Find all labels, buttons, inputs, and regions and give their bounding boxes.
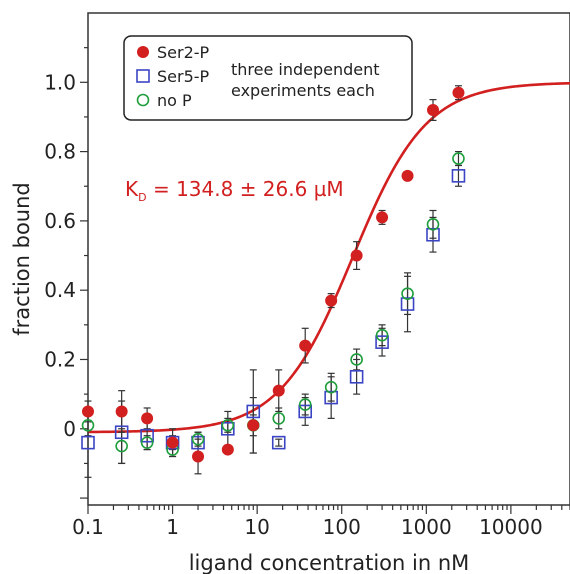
x-axis-ticks: 0.1 1 10 100 1000 10000 [72,505,570,539]
kd-annotation-subscript: D [138,191,146,204]
ser5p-point [426,227,440,242]
ser2p-point [401,169,414,182]
kd-annotation: KD = 134.8 ± 26.6 µM [125,177,344,204]
nop-point [350,353,363,366]
ser5p-point [246,404,261,419]
ser5p-point [349,370,364,384]
ser5p-point [81,435,95,450]
ser2p-point [166,436,179,449]
ser5p-point [375,335,389,349]
y-tick-label: 1.0 [44,70,76,94]
y-tick-label: 0.8 [44,140,76,164]
ser5p-point [114,425,129,440]
x-tick-label: 100 [323,515,361,539]
nop-point [298,398,312,411]
ser2p-point [376,211,389,224]
ser5p-point [451,169,466,183]
nop-point [375,328,389,342]
ser2p-point [452,86,465,99]
nop-point [324,380,338,394]
legend-label-ser2p: Ser2-P [157,43,210,62]
legend-note-line2: experiments each [231,81,375,100]
fit-curve [87,81,570,434]
x-tick-label: 0.1 [72,515,104,539]
y-tick-label: 0.6 [44,209,76,233]
x-tick-label: 1 [166,515,179,539]
x-tick-label: 1000 [401,515,452,539]
ser5p-point [221,421,235,436]
nop-point [191,432,205,446]
ser2p-point [82,405,94,418]
x-axis-title: ligand concentration in nM [189,551,470,574]
nop-point [115,439,128,453]
ser5p-point [191,435,205,450]
ser5p-point [298,404,313,419]
ser2p-point [221,443,234,456]
kd-annotation-k: K [125,177,139,201]
ser5p-point [400,297,415,311]
ser5p-point [324,390,338,405]
nop-point [401,287,414,300]
ser2p-point [141,412,154,425]
nop-point [81,419,95,432]
legend-marker-nop [136,93,150,107]
ser5p-point [271,435,286,450]
ser2p-point [115,405,128,418]
ser2p-point [427,104,440,117]
nop-point [140,436,154,449]
y-tick-label: 0.2 [44,347,76,371]
x-tick-label: 10000 [479,515,543,539]
nop-point [221,419,235,432]
legend-note-line1: three independent [231,60,380,79]
ser2p-point [272,384,285,397]
nop-point [426,218,440,231]
plot-area: 0.1 1 10 100 1000 10000 0 0.2 0.4 0.6 0.8 1.0 [44,12,570,539]
ser2p-point [325,294,338,307]
y-tick-label: 0.4 [44,278,76,302]
legend-label-nop: no P [157,91,192,110]
y-axis-title: fraction bound [10,182,34,335]
ser2p-point [192,450,205,463]
fit-curve-layer [87,81,570,434]
legend: Ser2-P Ser5-P no P three independent exp… [123,35,413,121]
legend-label-ser5p: Ser5-P [157,67,210,86]
ser5p-point [140,428,154,443]
legend-marker-ser2p [137,46,149,58]
kd-annotation-value: = 134.8 ± 26.6 µM [147,177,344,201]
markers-layer [81,86,466,463]
y-tick-label: 0 [63,417,76,441]
ser2p-point [247,419,260,432]
ser2p-point [350,249,363,262]
ser2p-point [299,339,312,352]
y-axis-ticks: 0 0.2 0.4 0.6 0.8 1.0 [44,47,88,499]
x-tick-label: 10 [244,515,269,539]
legend-box [123,35,413,121]
nop-point [452,152,465,165]
nop-point [272,412,286,425]
legend-marker-ser5p [136,69,150,83]
